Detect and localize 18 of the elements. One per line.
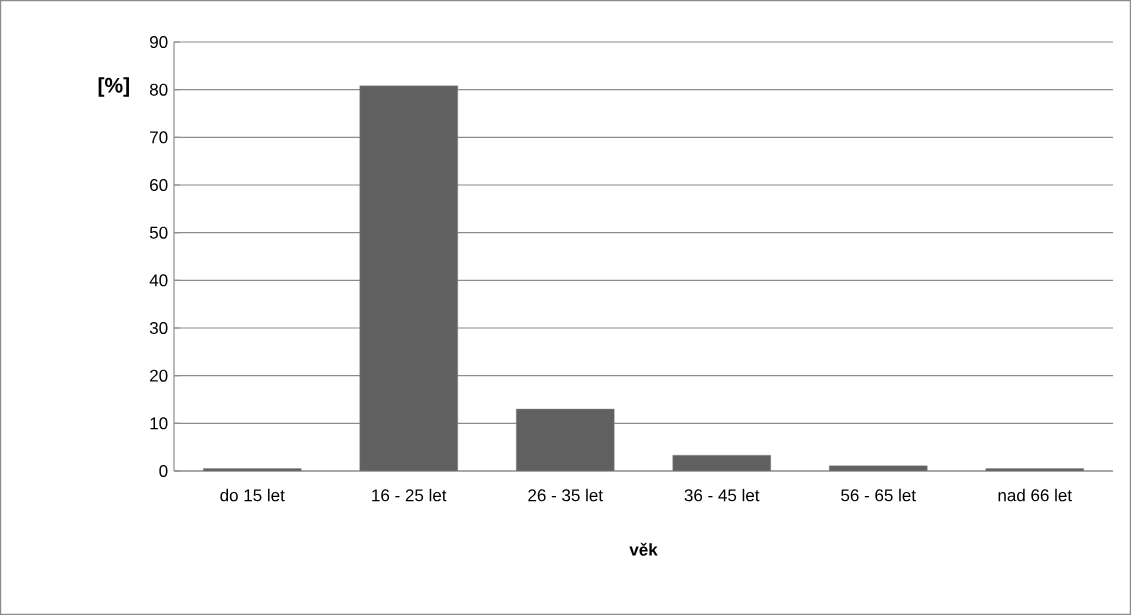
y-tick-label: 30 (149, 321, 168, 335)
x-tick-label: 36 - 45 let (684, 488, 760, 502)
y-tick-label: 40 (149, 274, 168, 287)
y-tick-label: 0 (159, 464, 168, 478)
y-tick-label: 20 (150, 369, 168, 382)
y-axis-title: [%] (98, 77, 129, 97)
y-tick-label: 10 (150, 417, 168, 430)
x-tick-label: 56 - 65 let (841, 488, 916, 502)
x-tick-label: 16 - 25 let (372, 488, 447, 502)
x-tick-label: nad 66 let (998, 488, 1072, 502)
x-axis-title: věk (629, 542, 658, 556)
x-tick-label: 26 - 35 let (528, 488, 603, 502)
x-tick-label: do 15 let (220, 488, 285, 502)
y-tick-label: 60 (150, 178, 168, 192)
y-tick-label: 70 (150, 131, 168, 144)
y-tick-label: 80 (149, 83, 168, 96)
y-tick-label: 50 (149, 226, 168, 239)
y-tick-label: 90 (150, 35, 168, 49)
